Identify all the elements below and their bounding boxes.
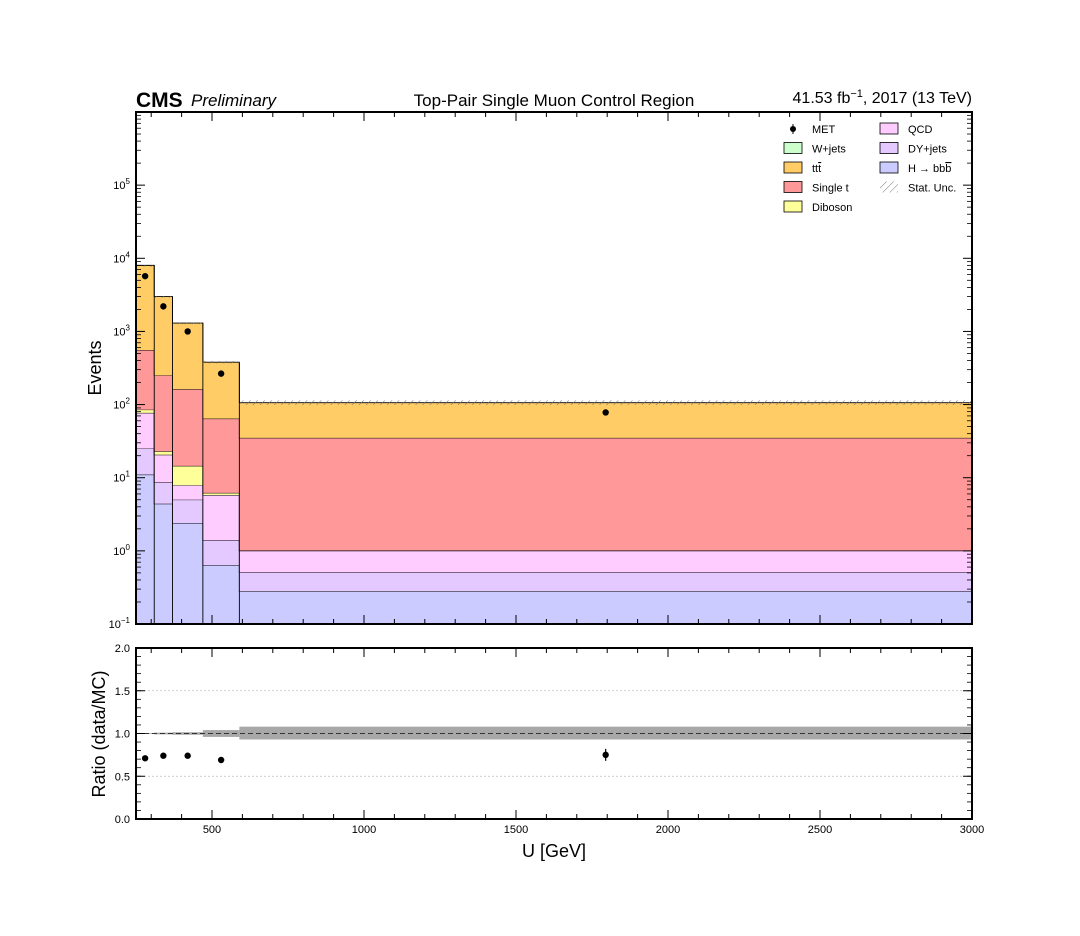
stack-h-bb- (136, 474, 972, 624)
ratio-y-tick-label-3: 1.5 (115, 686, 130, 698)
legend-label-w-jets: W+jets (812, 144, 846, 156)
stack-single-t (136, 350, 972, 551)
ratio-y-tick-label-1: 0.5 (115, 771, 130, 783)
y-tick-label-1: 100 (113, 543, 130, 558)
stacked-histogram (136, 264, 972, 624)
stat-unc-bin-3 (202, 360, 240, 364)
legend-label-qcd: QCD (908, 124, 933, 136)
y-tick-label-3: 102 (113, 397, 130, 412)
legend-swatch-single-t (783, 181, 803, 193)
data-point-1 (160, 303, 167, 310)
x-tick-label-1: 1000 (352, 824, 376, 836)
ratio-band-bin-4 (239, 726, 972, 740)
main-y-axis-label: Events (85, 340, 105, 395)
ratio-point-3 (217, 756, 225, 764)
cms-label: CMS (136, 89, 183, 112)
x-tick-label-5: 3000 (960, 824, 984, 836)
ratio-point-0 (141, 755, 149, 762)
x-tick-label-2: 1500 (504, 824, 528, 836)
ratio-y-tick-label-0: 0.0 (115, 814, 130, 826)
ratio-frame (135, 647, 973, 820)
ratio-axes: 0.0 0.5 1.0 1.5 2.0 500 1000 1500 2000 2500 3000 (115, 643, 985, 836)
data-point-3 (217, 370, 225, 377)
legend-label-h-bb-: H → bbb (908, 163, 951, 175)
ratio-grid (136, 690, 972, 777)
legend-label-stat-unc-: Stat. Unc. (908, 183, 956, 195)
y-tick-label-5: 104 (113, 250, 130, 265)
data-point-0 (141, 272, 149, 280)
ratio-y-tick-label-2: 1.0 (115, 729, 130, 741)
legend-swatch-w-jets (783, 142, 803, 154)
legend-label-single-t: Single t (812, 183, 849, 195)
stack-tt- (136, 265, 972, 438)
legend-label-dy-jets: DY+jets (908, 144, 947, 156)
ratio-y-tick-label-4: 2.0 (115, 643, 130, 655)
y-tick-label-4: 103 (113, 323, 130, 338)
plot-title: Top-Pair Single Muon Control Region (414, 91, 695, 110)
stat-uncertainty-band (136, 265, 972, 406)
legend-swatch-tt- (783, 161, 803, 174)
legend-swatch-stat-unc (880, 181, 898, 193)
legend-label-tt-: ttt (812, 163, 821, 175)
ratio-point-1 (160, 752, 167, 759)
legend: MET W+jets ttt Single t Diboson QCD DY+jets H →… (783, 122, 956, 214)
stack-qcd (136, 412, 972, 573)
stat-unc-bin-1 (154, 296, 173, 298)
stat-unc-bin-4 (239, 400, 972, 406)
data-point-4 (602, 409, 609, 416)
x-axis-label: U [GeV] (522, 841, 586, 861)
y-tick-label-0: 10−1 (109, 616, 131, 631)
ratio-point-2 (184, 752, 191, 759)
y-tick-label-6: 105 (113, 177, 130, 192)
ratio-band-bin-3 (202, 730, 240, 737)
legend-swatch-h-bb- (879, 161, 899, 174)
legend-swatch-qcd (879, 122, 899, 135)
main-frame (135, 111, 973, 625)
stat-unc-bin-2 (172, 322, 203, 325)
stack-w-jets (136, 265, 972, 403)
data-points (141, 272, 609, 416)
x-tick-label-3: 2000 (656, 824, 680, 836)
ratio-y-axis-label: Ratio (data/MC) (89, 670, 109, 797)
legend-swatch-dy-jets (879, 142, 899, 154)
stat-unc-bin-0 (136, 265, 155, 267)
legend-swatch-diboson (783, 200, 803, 213)
data-point-2 (184, 328, 191, 335)
x-tick-label-0: 500 (203, 824, 221, 836)
x-tick-label-4: 2500 (808, 824, 832, 836)
legend-label-diboson: Diboson (812, 202, 852, 214)
ratio-point-4 (602, 751, 609, 759)
ratio-points (141, 748, 609, 764)
y-tick-label-2: 101 (113, 470, 130, 485)
preliminary-label: Preliminary (191, 91, 278, 110)
lumi-label: 41.53 fb−1, 2017 (13 TeV) (793, 88, 972, 107)
legend-label-met: MET (812, 124, 836, 136)
stack-dy-jets (136, 448, 972, 592)
